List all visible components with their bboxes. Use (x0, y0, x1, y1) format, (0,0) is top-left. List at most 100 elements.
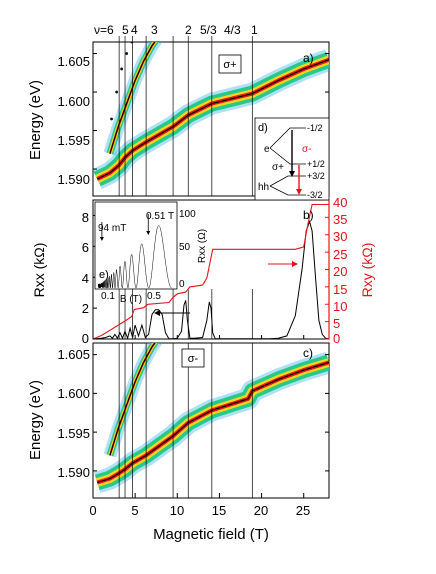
panel-a-ytick-1595: 1.595 (57, 133, 90, 148)
panel-b-black-arrowhead (154, 310, 160, 316)
panel-a-yticklabels: 1.605 1.600 1.595 1.590 (57, 54, 90, 187)
panel-d-inset: d) e hh -1/2 +1/2 +3/2 -3/2 σ+ σ- (254, 117, 330, 201)
panel-d-sigma-plus-label: σ+ (272, 162, 284, 173)
panel-b-ylabel: Rxx (kΩ) (31, 243, 47, 298)
panel-b-y2tick-40: 40 (333, 195, 347, 210)
panel-a-dot-3 (125, 52, 129, 55)
panel-d-e-band: e (264, 144, 270, 155)
panel-a-ytick-1600: 1.600 (57, 94, 90, 109)
series-rxy-line (92, 203, 329, 340)
panel-d-e-level (269, 127, 306, 165)
xtick-20: 20 (254, 503, 268, 518)
panel-d-level-p12: +1/2 (307, 159, 325, 169)
panel-c-heatmap (93, 343, 329, 494)
panel-e-xtick-01: 0.1 (101, 291, 115, 302)
panel-e-trace (97, 225, 172, 289)
panel-d-level-p32: +3/2 (307, 171, 325, 181)
panel-c-yticklabels: 1.605 1.600 1.595 1.590 (57, 347, 90, 480)
panel-a-label: a) (303, 51, 314, 65)
panel-c-ytick-1605: 1.605 (57, 347, 90, 362)
panel-b-y2ticklabels: 40 35 30 25 20 15 10 5 0 (333, 195, 347, 346)
panel-b-y2tick-25: 25 (333, 247, 347, 262)
panel-a-sigma-box (218, 54, 242, 74)
xtick-25: 25 (296, 503, 310, 518)
nu-label-4-3: 4/3 (224, 23, 241, 37)
panel-b-y2label: Rxy (kΩ) (359, 243, 375, 298)
panel-d-sigma-minus-arrowhead (296, 189, 302, 195)
panel-a-dot-0 (110, 117, 113, 121)
panel-b-y2tick-10: 10 (333, 299, 347, 314)
panel-c-heat-group (93, 343, 329, 494)
nu-label-2: 2 (185, 23, 192, 37)
panel-a-ylabel: Energy (eV) (27, 80, 44, 160)
panel-c-main-line (97, 361, 329, 484)
panel-c-ytick-1600: 1.600 (57, 386, 90, 401)
panel-e-ytick-0: 0 (179, 279, 185, 290)
panel-b-y2tick-20: 20 (333, 264, 347, 279)
nu-label-6: ν=6 (94, 23, 114, 37)
panel-e-annotation-94mT: 94 mT (98, 223, 126, 234)
panel-b-ytick-0: 0 (82, 331, 89, 346)
panel-c-sigma-box (181, 348, 205, 368)
panel-e-xtick-05: 0.5 (147, 291, 161, 302)
panel-e-ytick-100: 100 (179, 209, 196, 220)
xtick-10: 10 (170, 503, 184, 518)
panel-d-hh-band: hh (258, 182, 269, 193)
nu-label-5: 5 (122, 23, 129, 37)
panel-e-inset: e) 94 mT 0.51 T 0.1 0.5 B (T) 100 50 0 R… (94, 201, 208, 305)
panel-c-upper-line (109, 343, 156, 456)
panel-e-xlabel: B (T) (120, 294, 142, 305)
nu-label-4: 4 (131, 23, 138, 37)
panel-e-arrowhead-1 (146, 231, 151, 235)
panel-a-sigma-label: σ+ (223, 59, 236, 71)
panel-c-label: c) (303, 346, 313, 360)
panel-c-frame (92, 342, 330, 499)
nu-label-1: 1 (251, 23, 258, 37)
panel-e-label: e) (99, 269, 109, 281)
panel-d-level-m12: -1/2 (307, 123, 323, 133)
panel-e-oscillations (97, 214, 172, 289)
panel-a-dot-2 (120, 67, 124, 71)
panel-d-level-m32: -3/2 (307, 190, 323, 200)
filling-factor-labels: ν=6 5 4 3 2 5/3 4/3 1 (94, 23, 258, 37)
panel-b-series (92, 199, 330, 340)
panel-b-ytick-2: 2 (82, 301, 89, 316)
panel-b-y2tick-15: 15 (333, 282, 347, 297)
panel-c-sigma-label: σ- (188, 353, 199, 365)
nu-label-3: 3 (151, 23, 158, 37)
panel-c-ylabel: Energy (eV) (27, 380, 44, 460)
panel-e-ylabel: Rxx (Ω) (197, 229, 208, 263)
panel-b-ytick-4: 4 (82, 271, 89, 286)
panel-a-dot-1 (115, 90, 118, 94)
panel-d-sigma-minus-label: σ- (302, 144, 312, 155)
xlabel: Magnetic field (T) (153, 526, 269, 543)
panel-b-y2tick-30: 30 (333, 229, 347, 244)
panel-b-red-arrowhead (292, 261, 298, 267)
panel-a-upper-line (109, 42, 156, 154)
panel-d-label: d) (258, 122, 268, 134)
panel-b-label: b) (303, 208, 314, 222)
panel-e-annotation-051T: 0.51 T (146, 211, 174, 222)
panel-c-ytick-1595: 1.595 (57, 426, 90, 441)
panel-a-ytick-1590: 1.590 (57, 172, 90, 187)
panel-e-arrowhead-0 (99, 237, 104, 241)
panel-b-y2tick-5: 5 (333, 316, 340, 331)
panel-d-hh-level (269, 175, 306, 196)
panel-b-y2tick-0: 0 (333, 331, 340, 346)
series-rxx-line (92, 219, 330, 340)
panel-b-ytick-6: 6 (82, 240, 89, 255)
xtick-0: 0 (89, 503, 96, 518)
panel-d-sigma-plus-arrowhead (289, 171, 295, 177)
panel-b-ytick-8: 8 (82, 210, 89, 225)
xtick-15: 15 (212, 503, 226, 518)
nu-label-5-3: 5/3 (200, 23, 217, 37)
filling-factor-lines (118, 36, 253, 498)
xtick-5: 5 (131, 503, 138, 518)
panel-b-y2tick-35: 35 (333, 212, 347, 227)
panel-e-ytick-50: 50 (179, 242, 191, 253)
panel-c-ytick-1590: 1.590 (57, 465, 90, 480)
xticklabels: 0 5 10 15 20 25 (89, 503, 310, 518)
panel-a-ytick-1605: 1.605 (57, 54, 90, 69)
panel-b-yticklabels: 8 6 4 2 0 (82, 210, 89, 346)
